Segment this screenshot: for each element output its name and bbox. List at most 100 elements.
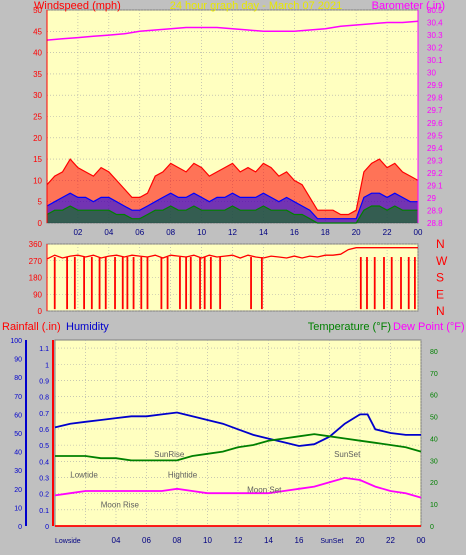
y-tick-label: 20	[33, 134, 42, 143]
x-tick-label: 22	[386, 536, 395, 545]
compass-letter: N	[436, 237, 445, 251]
humidity-tick-label: 70	[14, 394, 22, 401]
y-tick-label: 5	[38, 198, 43, 207]
y2-tick-label: 28.9	[427, 206, 443, 215]
x-tick-label: 14	[264, 536, 273, 545]
y2-tick-label: 28.8	[427, 219, 443, 228]
barometer-line	[46, 20, 419, 41]
astro-annotation: Lowtide	[70, 471, 98, 480]
x-tick-label: 16	[295, 536, 304, 545]
compass-letter: S	[436, 271, 444, 285]
x-tick-label: 06	[142, 536, 151, 545]
humidity-tick-label: 90	[14, 357, 22, 364]
y2-tick-label: 30.4	[427, 19, 443, 28]
climate-grid	[55, 340, 422, 527]
direction-series	[46, 247, 418, 310]
y2-tick-label: 30.1	[427, 56, 443, 65]
humidity-legend-label: Humidity	[66, 321, 109, 333]
compass-letter: E	[436, 287, 444, 301]
x-tick-label: 10	[197, 228, 206, 237]
x-tick-label: 00	[414, 228, 423, 237]
dew-point-legend-label: Dew Point (°F)	[393, 321, 465, 333]
x-tick-label: 08	[173, 536, 182, 545]
y2-tick-label: 29.5	[427, 131, 443, 140]
y-tick-label: 50	[33, 6, 42, 15]
y-tick-label: 25	[33, 113, 42, 122]
y2-tick-label: 29.4	[427, 144, 443, 153]
x-tick-label: 18	[321, 228, 330, 237]
y-tick-label: 0	[38, 219, 43, 228]
rain-tick-label: 0.3	[39, 475, 49, 482]
x-tick-label: 16	[290, 228, 299, 237]
astro-annotation: SunRise	[154, 450, 185, 459]
y2-tick-label: 29.7	[427, 106, 443, 115]
rain-tick-label: 0.8	[39, 395, 49, 402]
y2-tick-label: 30.2	[427, 44, 443, 53]
y2-tick-label: 29.2	[427, 169, 443, 178]
y-tick-label: 270	[29, 257, 43, 266]
temp-tick-label: 20	[430, 480, 438, 487]
y-tick-label: 10	[33, 176, 42, 185]
climate-line	[55, 433, 422, 462]
direction-line	[46, 247, 418, 260]
humidity-tick-label: 10	[14, 505, 22, 512]
y-tick-label: 180	[29, 274, 43, 283]
astro-annotation: SunSet	[334, 450, 361, 459]
wind-series-line	[46, 192, 418, 220]
rain-tick-label: 0.6	[39, 427, 49, 434]
humidity-tick-label: 100	[10, 338, 22, 345]
event-tick-label: Lowside	[55, 538, 81, 545]
x-tick-label: 08	[166, 228, 175, 237]
y2-tick-label: 29.9	[427, 81, 443, 90]
chart-title: 24 hour graph day - March 07 2021	[170, 0, 342, 12]
y-tick-label: 360	[29, 240, 43, 249]
compass-letter: W	[436, 254, 448, 268]
x-tick-label: 22	[383, 228, 392, 237]
rain-tick-label: 0.5	[39, 443, 49, 450]
humidity-tick-label: 80	[14, 375, 22, 382]
wind-series	[46, 20, 419, 224]
y-tick-label: 0	[38, 307, 43, 316]
astro-annotations: Lowtide Moon Rise SunRise Hightide Moon Set S…	[55, 450, 361, 545]
rain-tick-label: 0.7	[39, 411, 49, 418]
humidity-tick-label: 50	[14, 431, 22, 438]
temp-tick-label: 50	[430, 415, 438, 422]
temp-tick-label: 10	[430, 502, 438, 509]
x-tick-label: 04	[104, 228, 113, 237]
climate-axes: 010203040506070809010000.10.20.30.40.50.…	[10, 338, 438, 545]
rain-tick-label: 0.9	[39, 378, 49, 385]
y2-tick-label: 29.6	[427, 119, 443, 128]
climate-series	[54, 411, 422, 527]
astro-annotation: Moon Set	[247, 486, 282, 495]
climate-line	[54, 411, 421, 447]
climate-line	[54, 476, 422, 499]
y2-tick-label: 29.1	[427, 181, 443, 190]
y2-tick-label: 29.3	[427, 156, 443, 165]
astro-annotation: Moon Rise	[101, 500, 140, 509]
y-tick-label: 15	[33, 155, 42, 164]
x-tick-label: 20	[352, 228, 361, 237]
y-tick-label: 45	[33, 27, 42, 36]
y-tick-label: 35	[33, 70, 42, 79]
wind-right-axis-label: Barometer (.in)	[372, 0, 445, 12]
y-tick-label: 40	[33, 49, 42, 58]
rain-tick-label: 1.1	[39, 346, 49, 353]
rain-tick-label: 1	[45, 362, 49, 369]
wind-series-line	[46, 158, 419, 216]
humidity-tick-label: 40	[14, 450, 22, 457]
x-tick-label: 20	[356, 536, 365, 545]
rain-tick-label: 0.4	[39, 459, 49, 466]
x-tick-label: 10	[203, 536, 212, 545]
wind-left-axis-label: Windspeed (mph)	[34, 0, 121, 12]
x-tick-label: 02	[73, 228, 82, 237]
x-tick-label: 00	[417, 536, 426, 545]
rainfall-legend-label: Rainfall (.in)	[2, 321, 61, 333]
wind-series-area	[47, 159, 418, 223]
y2-tick-label: 30.3	[427, 31, 443, 40]
wind-axes: 0 5 10 15 20 25 30 35 40 45 50 28.8 28.9 29 29.1 29.2 29…	[33, 6, 443, 237]
y2-tick-label: 29.8	[427, 94, 443, 103]
compass-letter: N	[436, 304, 445, 318]
x-tick-label: 14	[259, 228, 268, 237]
humidity-tick-label: 0	[18, 524, 22, 531]
